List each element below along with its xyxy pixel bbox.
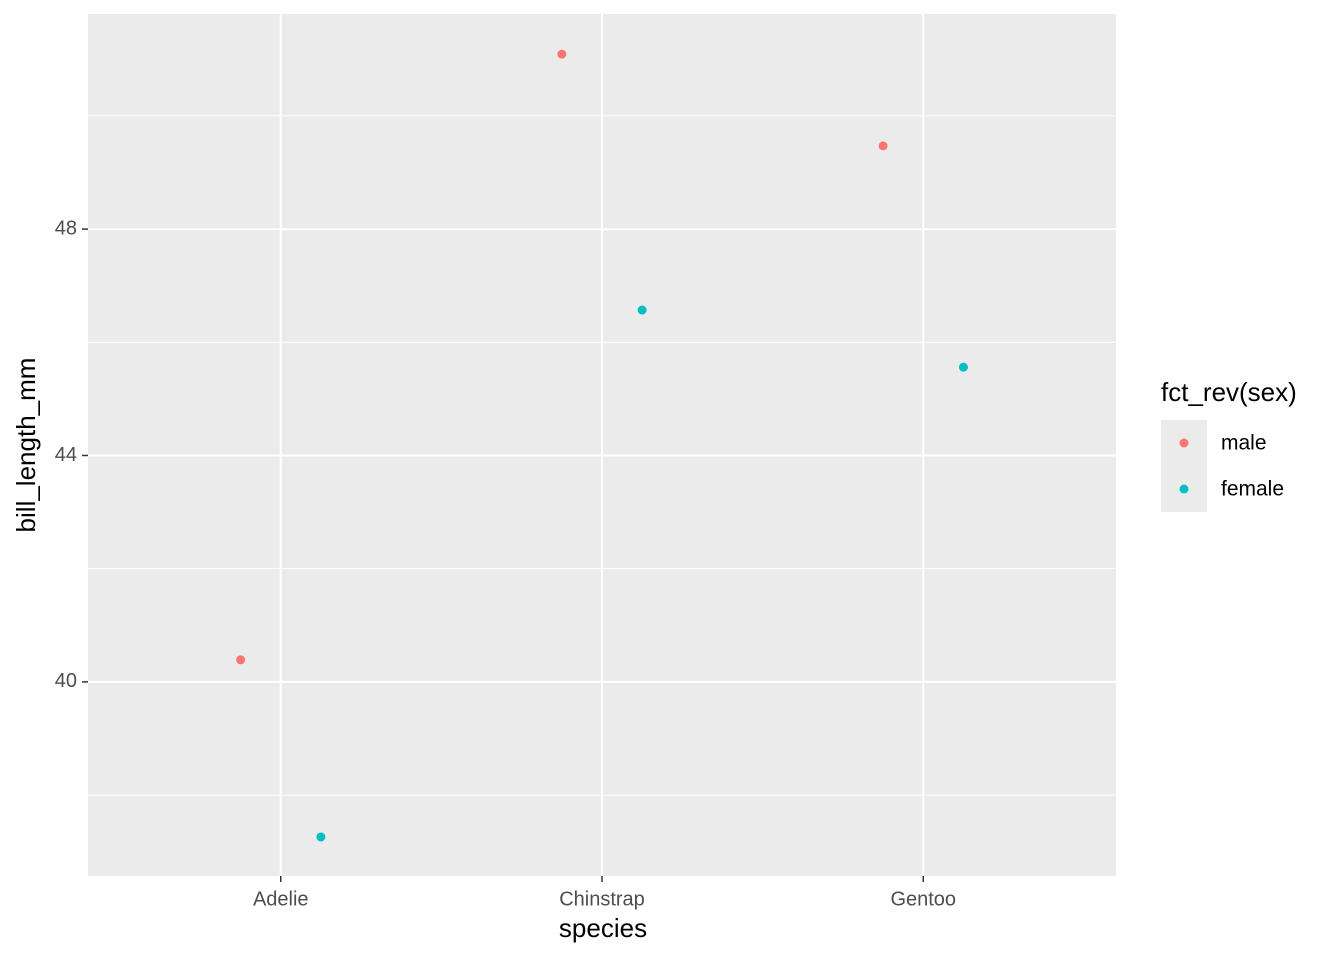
legend-key-background — [1161, 420, 1207, 512]
y-axis-title: bill_length_mm — [11, 358, 41, 533]
point — [236, 655, 246, 665]
point — [958, 362, 968, 372]
point — [637, 305, 647, 315]
legend-label: male — [1221, 432, 1267, 455]
y-tick-label: 48 — [55, 217, 77, 239]
legend-title: fct_rev(sex) — [1161, 377, 1297, 407]
x-tick-label: Gentoo — [890, 888, 956, 910]
y-tick-label: 44 — [55, 444, 77, 466]
point — [878, 141, 888, 151]
x-tick-label: Adelie — [253, 888, 309, 910]
legend-label: female — [1221, 478, 1284, 501]
legend-key — [1179, 484, 1189, 494]
point — [557, 49, 567, 59]
y-tick-label: 40 — [55, 670, 77, 692]
point — [316, 832, 326, 842]
x-axis-title: species — [559, 913, 647, 943]
legend-key — [1179, 438, 1189, 448]
x-tick-label: Chinstrap — [559, 888, 645, 910]
